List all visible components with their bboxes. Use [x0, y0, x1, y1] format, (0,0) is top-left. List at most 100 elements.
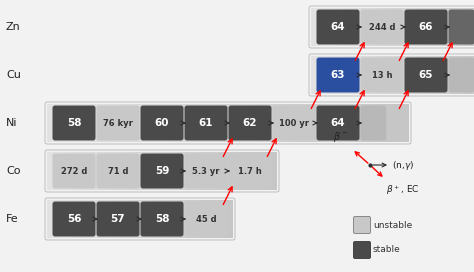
Bar — [80, 200, 84, 238]
Bar — [214, 200, 219, 238]
Bar — [82, 152, 87, 190]
Bar — [201, 200, 205, 238]
Bar — [310, 104, 319, 142]
Bar — [418, 56, 423, 94]
Bar — [56, 104, 65, 142]
Bar — [101, 104, 110, 142]
Bar — [219, 152, 225, 190]
FancyBboxPatch shape — [361, 106, 386, 141]
Bar — [121, 200, 126, 238]
Bar — [362, 56, 367, 94]
Bar — [427, 8, 432, 46]
Bar — [47, 104, 56, 142]
Text: 58: 58 — [155, 214, 169, 224]
Bar — [339, 56, 344, 94]
Bar — [382, 104, 391, 142]
Bar — [159, 200, 163, 238]
Bar — [65, 104, 74, 142]
Text: Ni: Ni — [6, 118, 18, 128]
Bar — [173, 152, 179, 190]
FancyBboxPatch shape — [361, 57, 403, 92]
Bar — [441, 8, 446, 46]
Bar — [179, 152, 185, 190]
Bar — [65, 200, 70, 238]
Bar — [355, 104, 364, 142]
Bar — [391, 104, 400, 142]
Bar — [385, 8, 390, 46]
Bar — [112, 200, 117, 238]
Bar — [437, 56, 441, 94]
Bar — [202, 152, 208, 190]
FancyBboxPatch shape — [140, 153, 183, 188]
Bar — [197, 152, 202, 190]
Bar — [465, 8, 469, 46]
Text: 61: 61 — [199, 118, 213, 128]
Bar — [182, 200, 186, 238]
Bar — [122, 152, 128, 190]
Bar — [395, 56, 400, 94]
Bar — [186, 200, 191, 238]
Bar — [446, 56, 450, 94]
FancyBboxPatch shape — [361, 10, 403, 45]
Bar — [151, 152, 156, 190]
Bar — [427, 56, 432, 94]
Bar — [357, 56, 362, 94]
Bar — [116, 152, 122, 190]
Bar — [173, 104, 183, 142]
Text: 64: 64 — [331, 22, 346, 32]
FancyBboxPatch shape — [448, 57, 474, 92]
Bar — [219, 104, 228, 142]
Bar — [255, 104, 264, 142]
Bar — [237, 104, 246, 142]
Text: Cu: Cu — [6, 70, 21, 80]
FancyBboxPatch shape — [53, 153, 95, 188]
Bar — [400, 56, 404, 94]
Bar — [228, 104, 237, 142]
Bar — [316, 8, 320, 46]
FancyBboxPatch shape — [354, 217, 371, 233]
Text: 59: 59 — [155, 166, 169, 176]
Text: 60: 60 — [155, 118, 169, 128]
Text: Co: Co — [6, 166, 20, 176]
Bar — [469, 56, 474, 94]
Bar — [404, 8, 409, 46]
Bar — [145, 152, 151, 190]
Bar — [192, 104, 201, 142]
Bar — [99, 152, 104, 190]
Bar — [243, 152, 248, 190]
FancyBboxPatch shape — [53, 202, 95, 236]
Bar — [163, 200, 168, 238]
Bar — [376, 56, 381, 94]
Bar — [219, 200, 224, 238]
Bar — [93, 200, 98, 238]
Text: 13 h: 13 h — [372, 70, 392, 79]
Bar — [404, 56, 409, 94]
Bar — [381, 8, 385, 46]
Bar — [409, 56, 413, 94]
Bar — [381, 56, 385, 94]
Bar — [155, 104, 164, 142]
Text: Zn: Zn — [6, 22, 21, 32]
Bar — [103, 200, 108, 238]
Bar — [344, 56, 348, 94]
Text: 63: 63 — [331, 70, 345, 80]
Bar — [450, 56, 455, 94]
FancyBboxPatch shape — [97, 153, 139, 188]
Bar — [328, 104, 337, 142]
Bar — [455, 8, 460, 46]
FancyBboxPatch shape — [140, 106, 183, 141]
Text: 57: 57 — [111, 214, 125, 224]
Text: 272 d: 272 d — [61, 166, 87, 175]
Bar — [237, 152, 243, 190]
Bar — [214, 152, 219, 190]
Bar — [320, 56, 325, 94]
Bar — [205, 200, 210, 238]
Bar — [168, 152, 173, 190]
FancyBboxPatch shape — [53, 106, 95, 141]
Bar — [110, 104, 119, 142]
Bar — [376, 8, 381, 46]
Bar — [183, 104, 192, 142]
Bar — [385, 56, 390, 94]
Bar — [423, 56, 427, 94]
Bar — [128, 152, 133, 190]
